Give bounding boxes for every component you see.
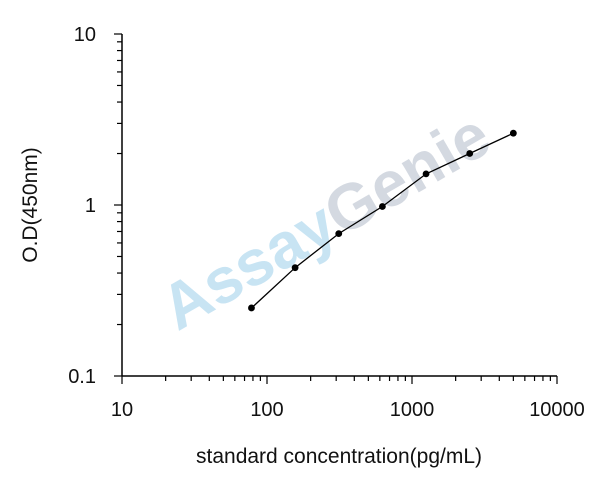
y-tick-label: 10 <box>74 24 96 46</box>
y-tick-label: 0.1 <box>68 366 96 388</box>
data-point <box>379 203 386 210</box>
watermark-assay: Assay <box>149 187 349 344</box>
data-points <box>248 129 517 312</box>
watermark-genie: Genie <box>312 98 502 249</box>
x-tick-label: 100 <box>250 399 283 421</box>
y-axis-label: O.D(450nm) <box>19 147 42 263</box>
x-tick-label: 10000 <box>529 399 585 421</box>
x-axis-label: standard concentration(pg/mL) <box>196 445 482 468</box>
tick-labels: 10 100 1000 10000 0.1 1 10 <box>68 24 585 421</box>
y-tick-label: 1 <box>85 195 96 217</box>
x-tick-label: 10 <box>111 399 133 421</box>
axis-ticks <box>114 33 558 384</box>
watermark: Assay Genie <box>149 98 502 344</box>
data-point <box>291 264 299 272</box>
data-point <box>335 230 343 238</box>
data-point <box>248 304 255 312</box>
data-point <box>466 150 474 157</box>
data-point <box>422 170 430 178</box>
x-tick-label: 1000 <box>390 399 435 421</box>
data-point <box>509 129 517 137</box>
